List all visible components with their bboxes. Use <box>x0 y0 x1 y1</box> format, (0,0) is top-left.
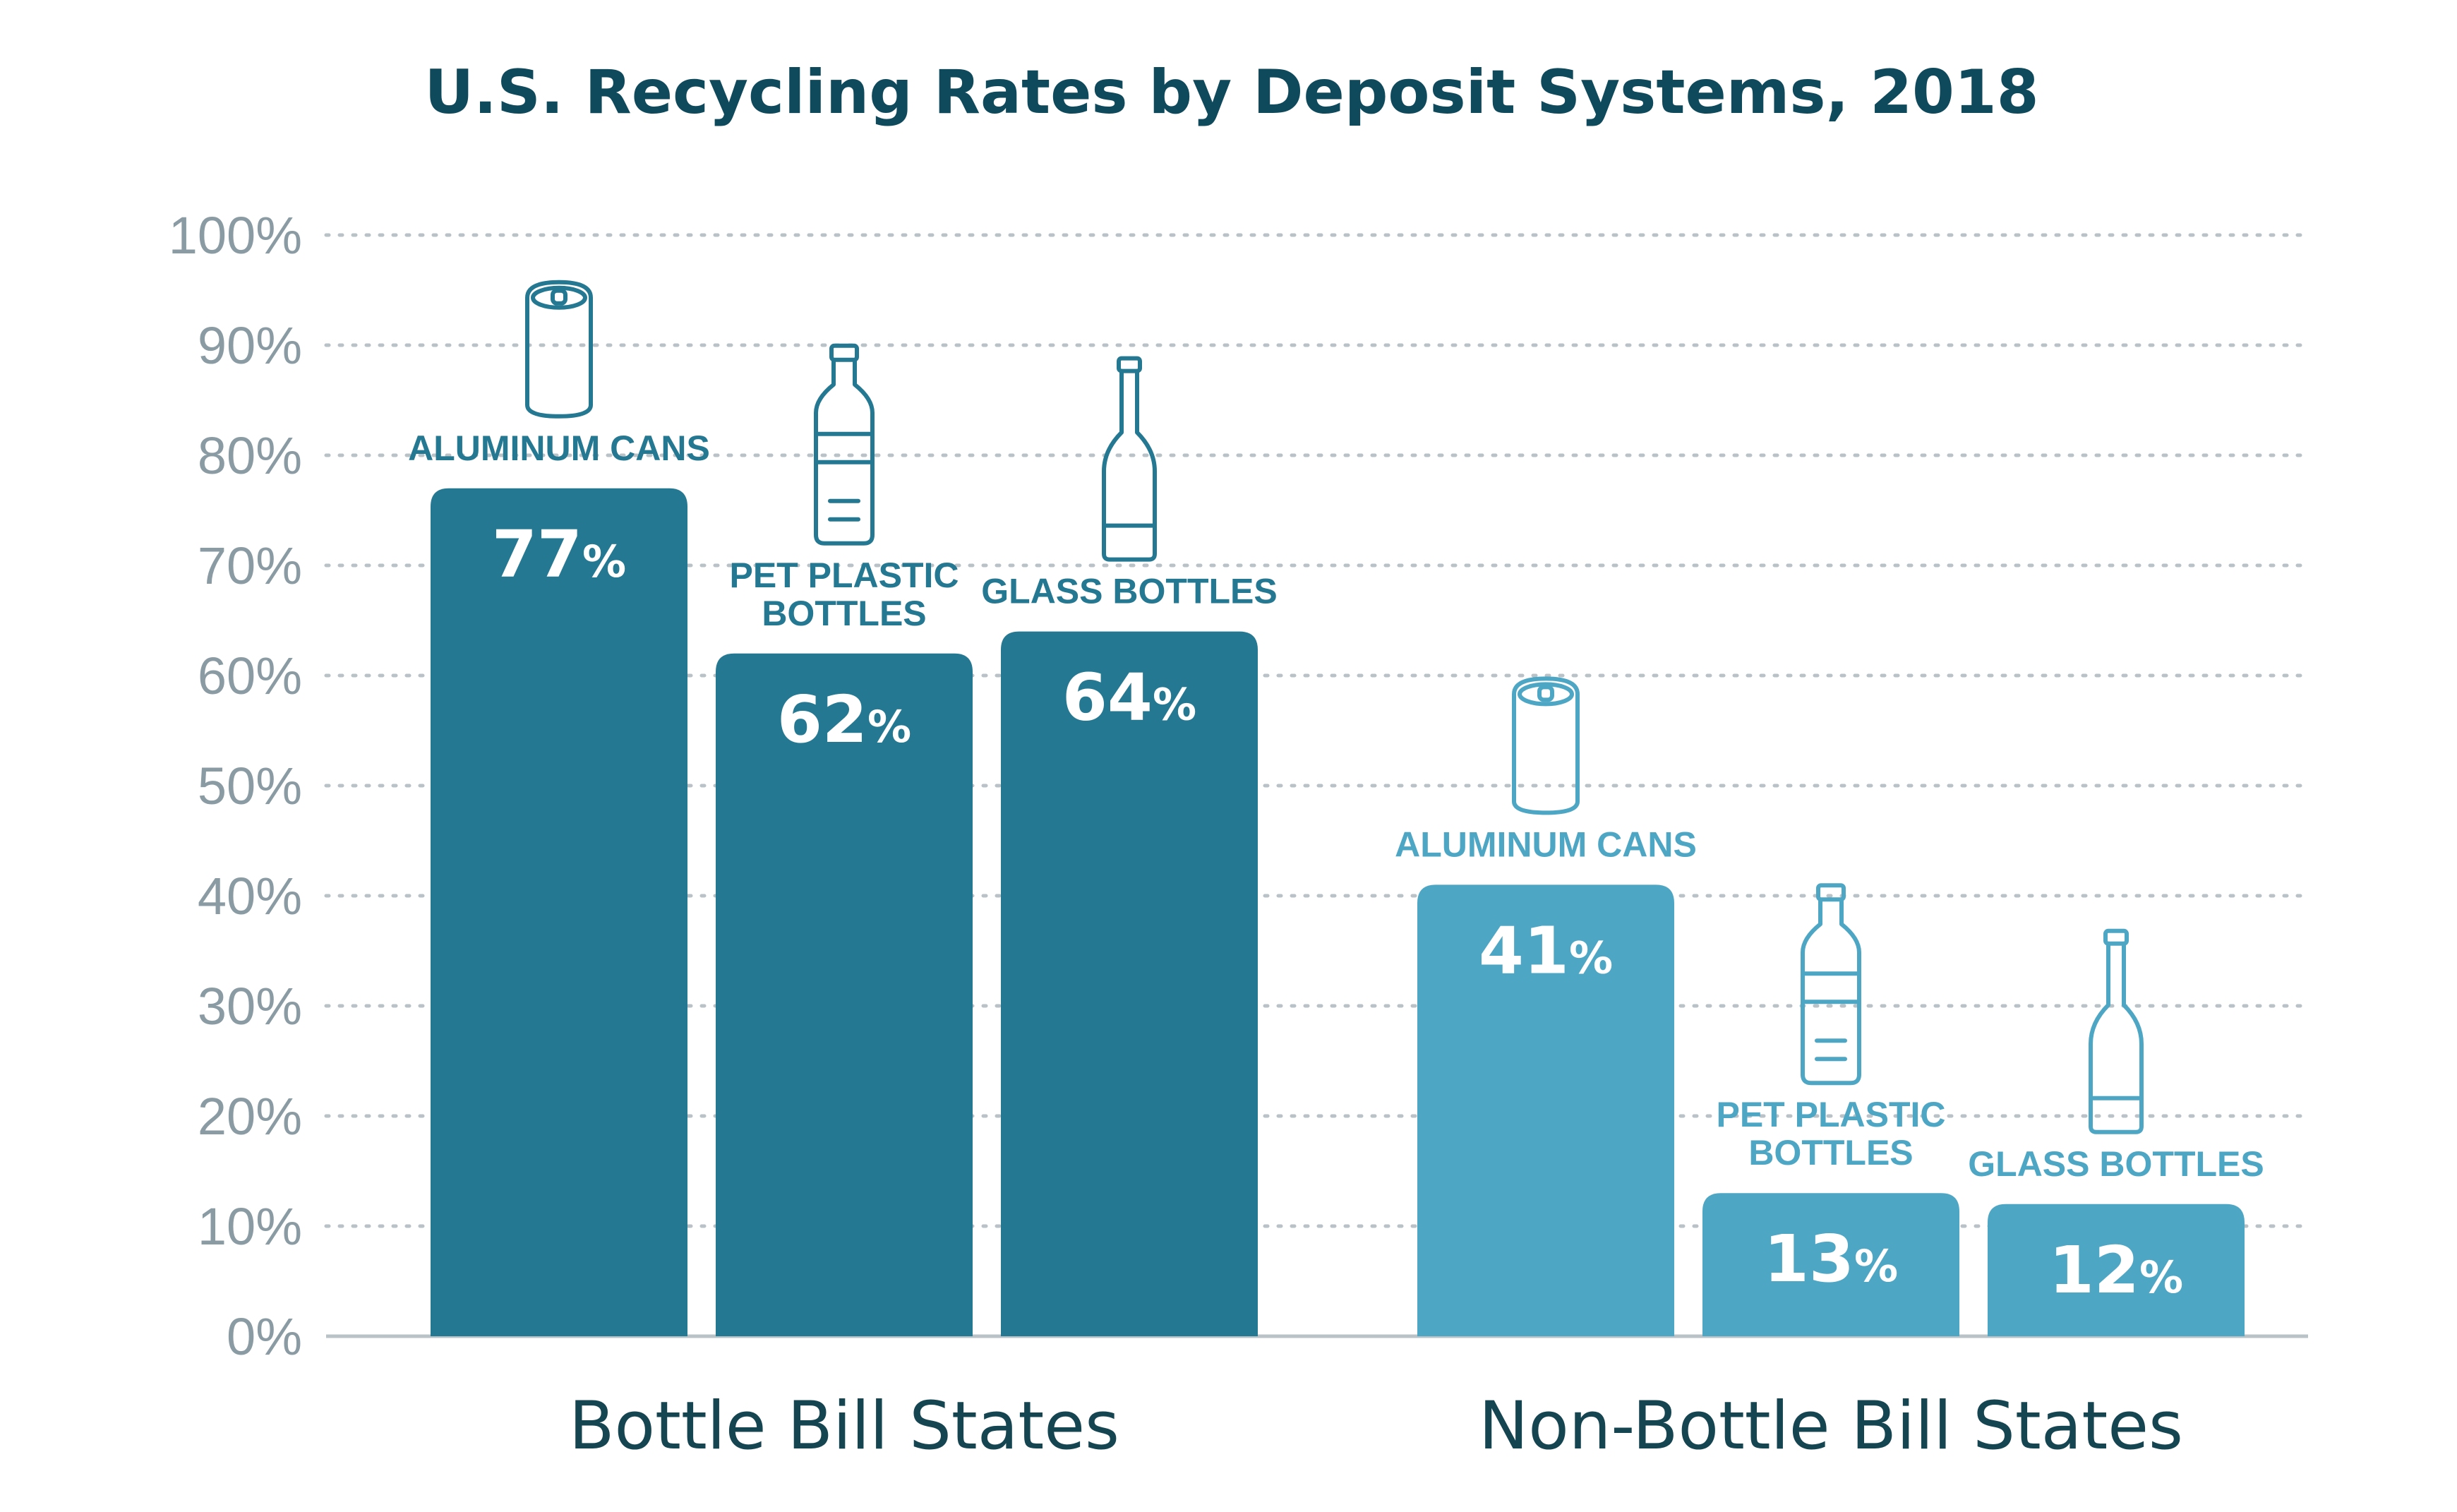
y-tick-label: 90% <box>198 316 302 375</box>
bar-category-label: ALUMINUM CANS <box>408 428 710 468</box>
bar-category-label: PET PLASTIC BOTTLES <box>1716 1095 1945 1172</box>
bar <box>1988 1204 2245 1336</box>
plastic-bottle-icon <box>1801 883 1861 1086</box>
bar-value-label: 62% <box>777 682 911 757</box>
y-tick-label: 30% <box>198 977 302 1036</box>
plastic-bottle-icon <box>814 343 875 546</box>
y-tick-label: 50% <box>198 757 302 815</box>
bar-category-label: ALUMINUM CANS <box>1395 824 1697 864</box>
bar <box>1702 1193 1959 1336</box>
y-tick-label: 40% <box>198 867 302 925</box>
gridlines <box>324 233 2310 1338</box>
y-tick-label: 20% <box>198 1087 302 1146</box>
chart-title: U.S. Recycling Rates by Deposit Systems,… <box>424 57 2038 128</box>
labels: 77% ALUMINUM CANS 62% PET PLASTIC BOTTLES 64%… <box>408 428 2264 1308</box>
bar-value-label: 41% <box>1479 913 1613 988</box>
bar-value-label: 12% <box>2049 1232 2183 1308</box>
y-tick-label: 60% <box>198 647 302 705</box>
group-label: Bottle Bill States <box>569 1388 1119 1465</box>
bar-category-label: PET PLASTIC BOTTLES <box>729 556 959 633</box>
y-tick-label: 70% <box>198 536 302 595</box>
y-tick-label: 10% <box>198 1197 302 1256</box>
group-labels: Bottle Bill States Non-Bottle Bill States <box>569 1388 2183 1465</box>
icons <box>525 280 2144 1134</box>
bar <box>716 653 973 1336</box>
y-tick-label: 0% <box>227 1307 302 1366</box>
bar <box>1417 884 1674 1336</box>
y-axis-ticks: 0% 10% 20% 30% 40% 50% 60% 70% 80% 90% 100% <box>169 206 302 1366</box>
y-tick-label: 80% <box>198 426 302 485</box>
bar <box>431 488 687 1336</box>
bar-category-label: GLASS BOTTLES <box>1968 1144 2264 1184</box>
bar-category-label: GLASS BOTTLES <box>981 572 1277 611</box>
can-icon <box>1512 676 1580 815</box>
bar <box>1001 631 1258 1336</box>
bars <box>431 488 2245 1336</box>
bar-value-label: 77% <box>492 517 626 592</box>
glass-bottle-icon <box>2089 928 2144 1134</box>
bar-value-label: 13% <box>1764 1221 1898 1297</box>
can-icon <box>525 280 593 419</box>
group-label: Non-Bottle Bill States <box>1479 1388 2183 1465</box>
y-tick-label: 100% <box>169 206 302 265</box>
bar-value-label: 64% <box>1062 660 1196 736</box>
glass-bottle-icon <box>1102 356 1157 562</box>
